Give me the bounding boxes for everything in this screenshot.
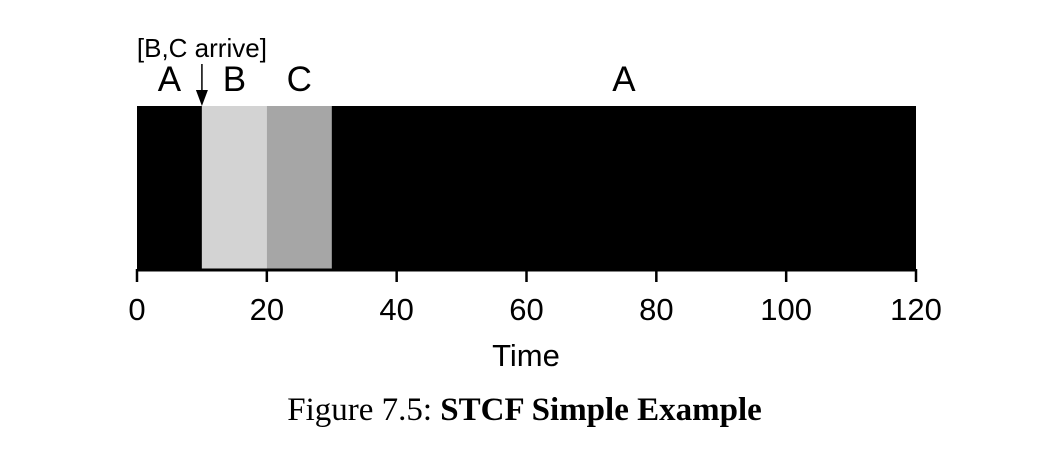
caption-title: STCF Simple Example [440, 392, 762, 428]
x-tick-label-20: 20 [250, 292, 284, 327]
annotation-text: [B,C arrive] [137, 33, 267, 63]
x-tick-label-120: 120 [890, 292, 942, 327]
segment-c-2 [266, 106, 332, 270]
x-axis-label: Time [492, 338, 560, 373]
segment-a-3 [331, 106, 916, 270]
gantt-chart: A B C A 0 20 40 60 80 100 120 [B,C arrive] Time [128, 33, 942, 373]
x-tick-label-80: 80 [639, 292, 673, 327]
x-axis: 0 20 40 60 80 100 120 [128, 268, 942, 327]
x-tick-label-40: 40 [379, 292, 413, 327]
x-tick-label-100: 100 [760, 292, 812, 327]
annotation-arrow-head [195, 90, 208, 106]
arrival-annotation: [B,C arrive] [137, 33, 267, 106]
caption-prefix: Figure 7.5: [287, 392, 433, 428]
x-tick-label-60: 60 [509, 292, 543, 327]
job-label-c-2: C [287, 60, 312, 99]
figure-caption: Figure 7.5: STCF Simple Example [0, 392, 1049, 429]
x-tick-label-0: 0 [128, 292, 145, 327]
segment-a-0 [137, 106, 202, 270]
job-label-b-1: B [223, 60, 246, 99]
job-label-a-3: A [612, 60, 636, 99]
segments-group [137, 106, 916, 270]
segment-b-1 [201, 106, 267, 270]
job-label-a-0: A [158, 60, 182, 99]
